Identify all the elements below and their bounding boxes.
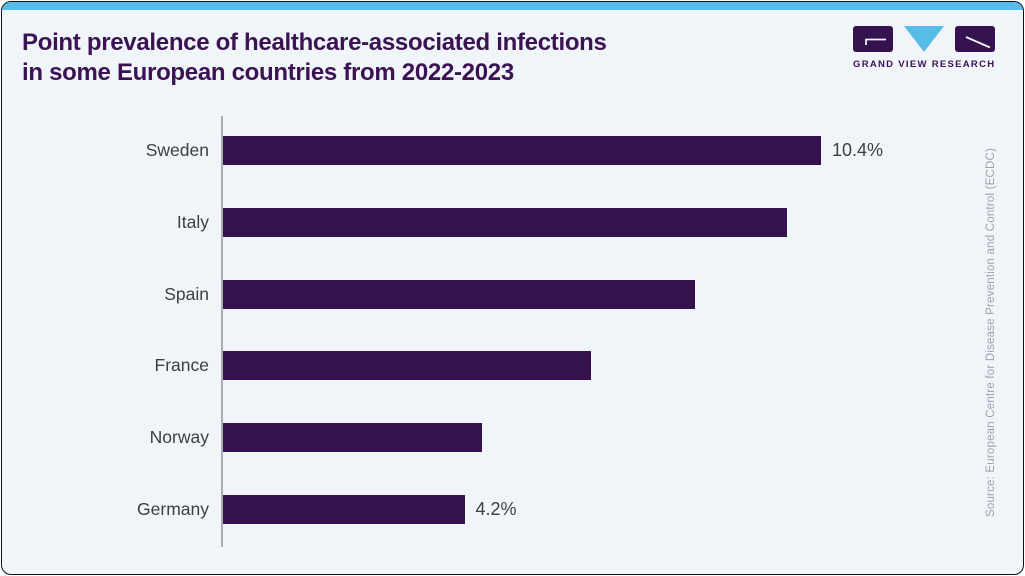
bar-france [223,351,591,381]
logo-caption: GRAND VIEW RESEARCH [853,59,996,70]
chart-title-line-2: in some European countries from 2022-202… [22,59,514,86]
category-label-sweden: Sweden [145,140,209,160]
chart-plot-area: Sweden 10.4% Italy Spain France Norway Germany… [137,116,883,547]
logo-marks [853,26,995,53]
category-label-france: France [154,355,209,376]
logo-triangle-icon [904,26,944,52]
chart-title-line-1: Point prevalence of healthcare-associate… [22,29,607,56]
category-label-norway: Norway [149,427,209,448]
bar-italy [223,207,787,237]
grand-view-research-logo: GRAND VIEW RESEARCH [853,26,995,70]
chart-row-france: France [155,351,821,381]
category-label-spain: Spain [164,283,209,304]
chart-title: Point prevalence of healthcare-associate… [22,28,607,88]
chart-row-italy: Italy [177,207,821,237]
value-label-sweden: 10.4% [832,140,884,160]
logo-g-block-icon [853,26,893,52]
chart-row-norway: Norway [150,423,821,453]
value-label-germany: 4.2% [475,499,517,519]
bar-germany [223,495,465,524]
accent-top-bar [2,2,1023,10]
bar-spain [223,279,695,309]
source-note: Source: European Centre for Disease Prev… [985,147,997,517]
category-label-italy: Italy [176,211,209,232]
chart-row-spain: Spain [164,279,821,309]
chart-row-sweden: Sweden 10.4% [146,136,883,165]
bar-norway [223,423,482,453]
bar-sweden [223,136,821,165]
chart-row-germany: Germany 4.2% [137,495,821,524]
category-label-germany: Germany [137,499,209,519]
logo-r-block-icon [955,26,995,52]
